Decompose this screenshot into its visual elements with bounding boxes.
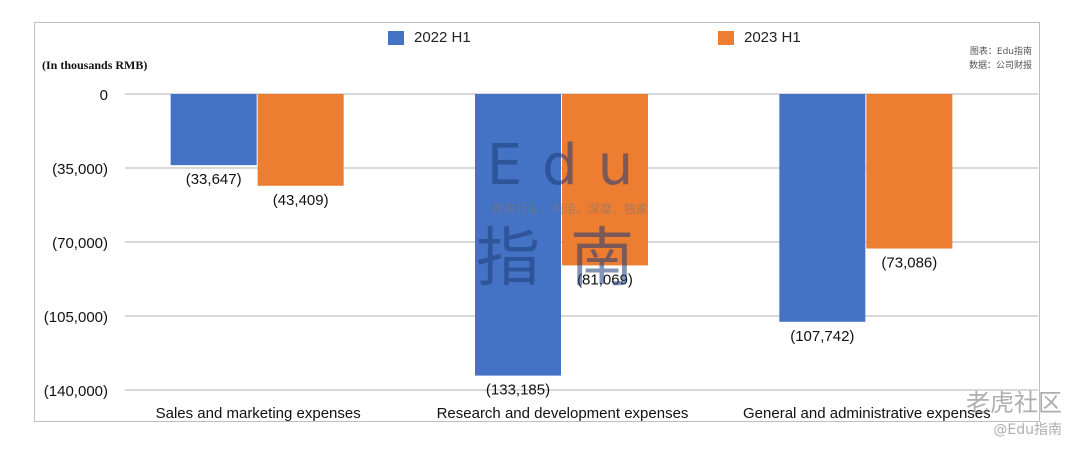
legend-swatch-2022-h1 — [388, 30, 404, 45]
bar-1-0 — [475, 94, 561, 376]
category-label-0: Sales and marketing expenses — [156, 405, 361, 422]
legend-item-2022-h1: 2022 H1 — [388, 29, 471, 46]
source-data-credit: 数据：公司财报 — [968, 61, 1032, 71]
data-label-0-1: (43,409) — [273, 192, 329, 209]
legend-swatch-2023-h1 — [718, 30, 734, 45]
bar-0-0 — [170, 94, 257, 166]
bar-2-0 — [779, 94, 866, 322]
data-label-0-0: (33,647) — [186, 171, 242, 188]
source-chart-credit: 图表：Edu指南 — [969, 47, 1032, 57]
category-label-1: Research and development expenses — [437, 405, 689, 422]
source-note: 图表：Edu指南 数据：公司财报 — [969, 45, 1032, 73]
data-label-2-0: (107,742) — [790, 328, 854, 345]
y-tick-label-2: (70,000) — [52, 235, 108, 252]
legend-item-2023-h1: 2023 H1 — [718, 29, 801, 46]
bar-2-1 — [866, 94, 953, 249]
bar-1-1 — [562, 94, 648, 266]
data-label-1-0: (133,185) — [486, 382, 550, 399]
y-tick-label-4: (140,000) — [44, 383, 108, 400]
category-label-2: General and administrative expenses — [743, 405, 991, 422]
chart-frame — [34, 22, 1040, 422]
bar-0-1 — [257, 94, 344, 186]
legend-label-2022-h1: 2022 H1 — [414, 29, 471, 46]
corner-watermark-title: 老虎社区 — [966, 389, 1062, 417]
data-label-1-1: (81,069) — [577, 271, 633, 288]
y-tick-label-3: (105,000) — [44, 309, 108, 326]
corner-watermark-handle: @Edu指南 — [993, 422, 1062, 438]
legend-label-2023-h1: 2023 H1 — [744, 29, 801, 46]
corner-watermark: 老虎社区 @Edu指南 — [966, 389, 1062, 439]
data-label-2-1: (73,086) — [881, 255, 937, 272]
y-tick-label-0: 0 — [100, 87, 108, 104]
y-axis-unit-label: (In thousands RMB) — [42, 58, 148, 72]
y-tick-label-1: (35,000) — [52, 161, 108, 178]
